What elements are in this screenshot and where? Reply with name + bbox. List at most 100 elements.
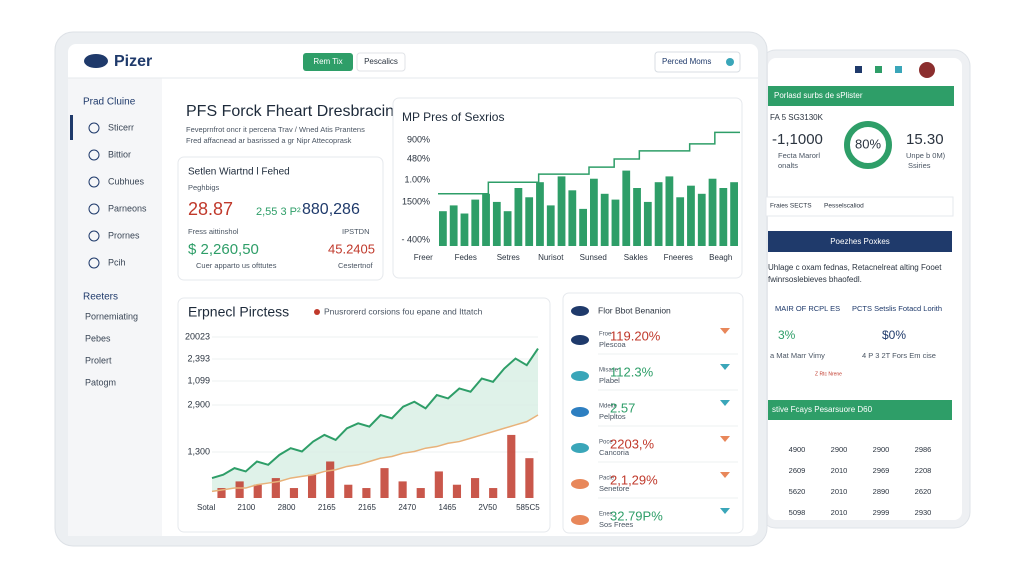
bar: [452, 484, 462, 498]
nav-item[interactable]: Patogm: [85, 377, 116, 387]
tab-active[interactable]: [303, 53, 353, 71]
stats-value: 2,55 3 P²: [256, 206, 301, 218]
table-cell: 2010: [831, 466, 848, 475]
row-label: Poce: [599, 440, 613, 446]
table-cell: 2609: [789, 466, 806, 475]
tab-active-label[interactable]: Rem Tix: [313, 57, 342, 66]
row-value: 119.20%: [610, 328, 661, 343]
banner-label: Porlasd surbs de sPlister: [774, 91, 863, 100]
kpi-label: Ssiries: [908, 161, 931, 170]
x-tick-label: Sakles: [624, 253, 648, 262]
kpi-label: onalts: [778, 161, 798, 170]
bar: [439, 211, 447, 246]
col-label: 4 P 3 2T Fors Em cise: [862, 351, 936, 360]
kpi-label: Fecta Marorl: [778, 151, 820, 160]
banner-label: stive Fcays Pesarsuore D60: [772, 405, 873, 414]
nav-item[interactable]: Pornemiating: [85, 311, 138, 321]
trend-icon: [720, 364, 730, 370]
filter-label: Fraies SECTS: [770, 203, 812, 210]
col-title: PCTS Setslis Fotacd Lorith: [852, 304, 942, 313]
list-title: Flor Bbot Benanion: [598, 305, 671, 315]
page-title: PFS Forck Fheart Dresbracing: [186, 103, 403, 120]
stats-label: Fress aittinshol: [188, 227, 239, 236]
avatar[interactable]: [919, 62, 935, 78]
legend-dot: [314, 309, 320, 315]
table-cell: 2900: [873, 445, 890, 454]
x-tick-label: Setres: [497, 253, 520, 262]
row-label: Pelpltos: [599, 412, 626, 421]
icon[interactable]: [875, 66, 882, 73]
kpi-label: FA 5 SG3130K: [770, 113, 824, 122]
nav-item[interactable]: Bittior: [108, 149, 131, 159]
row-label: Sos Frees: [599, 520, 633, 529]
row-value: 2203,%: [610, 436, 655, 451]
filter-row[interactable]: [765, 196, 954, 217]
bar: [525, 458, 534, 498]
y-tick-label: 900%: [407, 134, 430, 144]
list-icon: [571, 407, 589, 417]
x-tick-label: 2100: [237, 503, 255, 512]
stats-label: IPSTDN: [342, 227, 370, 236]
list-icon: [571, 515, 589, 525]
search-icon[interactable]: [726, 58, 734, 66]
banner-label: Poezhes Poxkes: [830, 237, 890, 246]
nav-item[interactable]: Pcih: [108, 257, 126, 267]
bar: [590, 178, 598, 246]
list-card: [562, 292, 744, 534]
bar: [507, 434, 516, 498]
page-subtitle: Feveprnfrot oncr it percena Trav / Wned …: [186, 125, 365, 134]
nav-item[interactable]: Cubhues: [108, 176, 145, 186]
list-icon: [571, 443, 589, 453]
x-tick-label: 2800: [278, 503, 296, 512]
bar: [503, 211, 512, 246]
x-tick-label: 2470: [398, 503, 416, 512]
stats-value: 880,286: [302, 201, 360, 218]
trend-title: Erpnecl Pirctess: [188, 304, 289, 320]
page-subtitle: Fred affacnead ar basrissed a gr Nipr At…: [186, 136, 352, 145]
nav-item[interactable]: Prolert: [85, 355, 112, 365]
table-cell: 2986: [915, 445, 932, 454]
bar: [344, 484, 353, 498]
row-label: Cancoria: [599, 448, 630, 457]
row-label: Froe: [599, 332, 612, 338]
bar: [643, 201, 652, 246]
list-icon: [571, 335, 589, 345]
nav-item[interactable]: Sticerr: [108, 122, 134, 132]
row-value: 2.57: [610, 400, 635, 415]
logo-icon: [84, 54, 108, 68]
kpi-label: Unpe b 0M): [906, 151, 946, 160]
trend-icon: [720, 400, 730, 406]
tab[interactable]: [356, 52, 406, 72]
tag: Z Rtc Nrene: [815, 371, 842, 377]
nav-icon: [88, 203, 100, 215]
bar: [492, 201, 501, 246]
icon[interactable]: [895, 66, 902, 73]
search-label[interactable]: Perced Moms: [662, 57, 711, 66]
search-box[interactable]: [654, 51, 741, 73]
icon[interactable]: [855, 66, 862, 73]
logo: Pizer: [114, 53, 152, 70]
banner: [768, 86, 954, 106]
row-value: 2,1,29%: [610, 472, 658, 487]
bar: [557, 176, 566, 246]
bar: [470, 478, 480, 498]
bar: [434, 471, 443, 498]
trend-icon: [720, 472, 730, 478]
nav-icon: [88, 122, 100, 134]
legend-label: Pnusrorerd corsions fou epane and Ittatc…: [324, 306, 483, 316]
bar: [536, 182, 544, 246]
tab-label[interactable]: Pescalics: [364, 57, 398, 66]
nav-item[interactable]: Parneons: [108, 203, 147, 213]
bar: [271, 478, 280, 498]
nav-item[interactable]: Prornes: [108, 230, 140, 240]
bar: [719, 188, 728, 246]
y-tick-label: 2,393: [187, 353, 210, 363]
y-tick-label: 1500%: [402, 196, 430, 206]
y-tick-label: 1,300: [187, 446, 210, 456]
bar: [489, 488, 498, 498]
nav-item[interactable]: Pebes: [85, 333, 111, 343]
stats-value: 28.87: [188, 199, 233, 219]
ring-label: 80%: [855, 136, 881, 151]
bar: [665, 176, 674, 246]
